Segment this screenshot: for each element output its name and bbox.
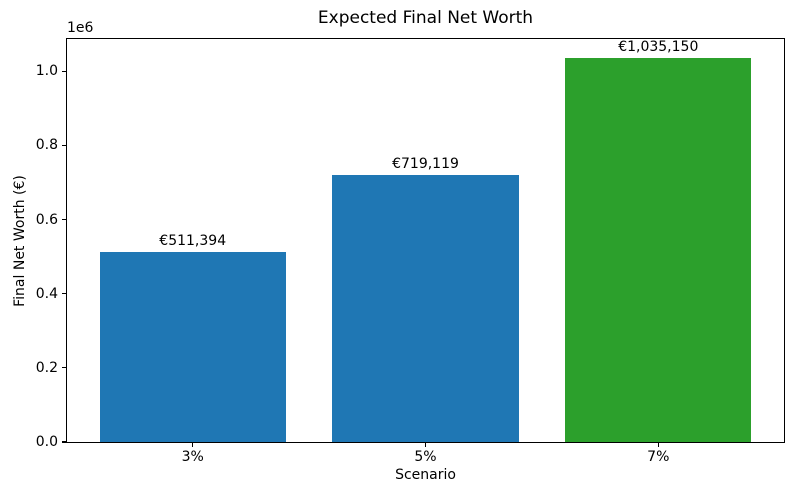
plot-area: 0.0 0.2 0.4 0.6 0.8 1.0 €511,394 3% €719,119 5% €1… xyxy=(36,38,785,465)
y-axis-tick xyxy=(62,70,66,72)
y-axis-tick-label: 0.2 xyxy=(35,359,58,376)
y-axis-tick-label: 0.8 xyxy=(35,137,58,154)
chart-title: Expected Final Net Worth xyxy=(317,8,534,28)
bar-7% xyxy=(565,58,752,442)
y-axis-tick-label: 1.0 xyxy=(35,63,58,80)
x-axis-label: Scenario xyxy=(395,467,456,483)
y-axis-tick xyxy=(62,218,66,221)
y-axis-tick xyxy=(62,367,66,369)
y-axis-tick-label: 0.0 xyxy=(35,434,58,450)
x-axis-tick xyxy=(192,443,194,447)
x-axis-tick xyxy=(424,443,427,447)
bar-value-label: €1,035,150 xyxy=(618,39,699,56)
bar-5% xyxy=(332,175,519,442)
y-axis-offset-label: 1e6 xyxy=(67,20,94,36)
bar-value-label: €719,119 xyxy=(392,156,459,173)
x-axis-tick-label: 5% xyxy=(414,449,437,465)
y-axis-tick xyxy=(62,441,66,443)
x-axis-tick xyxy=(657,443,659,447)
x-axis-tick-label: 7% xyxy=(647,449,670,465)
x-axis-tick-label: 3% xyxy=(181,449,204,465)
y-axis-label-container: Final Net Worth (€) xyxy=(0,38,40,443)
y-axis-tick xyxy=(62,144,66,146)
y-axis-tick xyxy=(62,293,66,295)
bar-value-label: €511,394 xyxy=(159,233,227,250)
y-axis-tick-label: 0.6 xyxy=(35,211,58,228)
y-axis-tick-label: 0.4 xyxy=(35,285,58,302)
bar-3% xyxy=(99,252,286,442)
